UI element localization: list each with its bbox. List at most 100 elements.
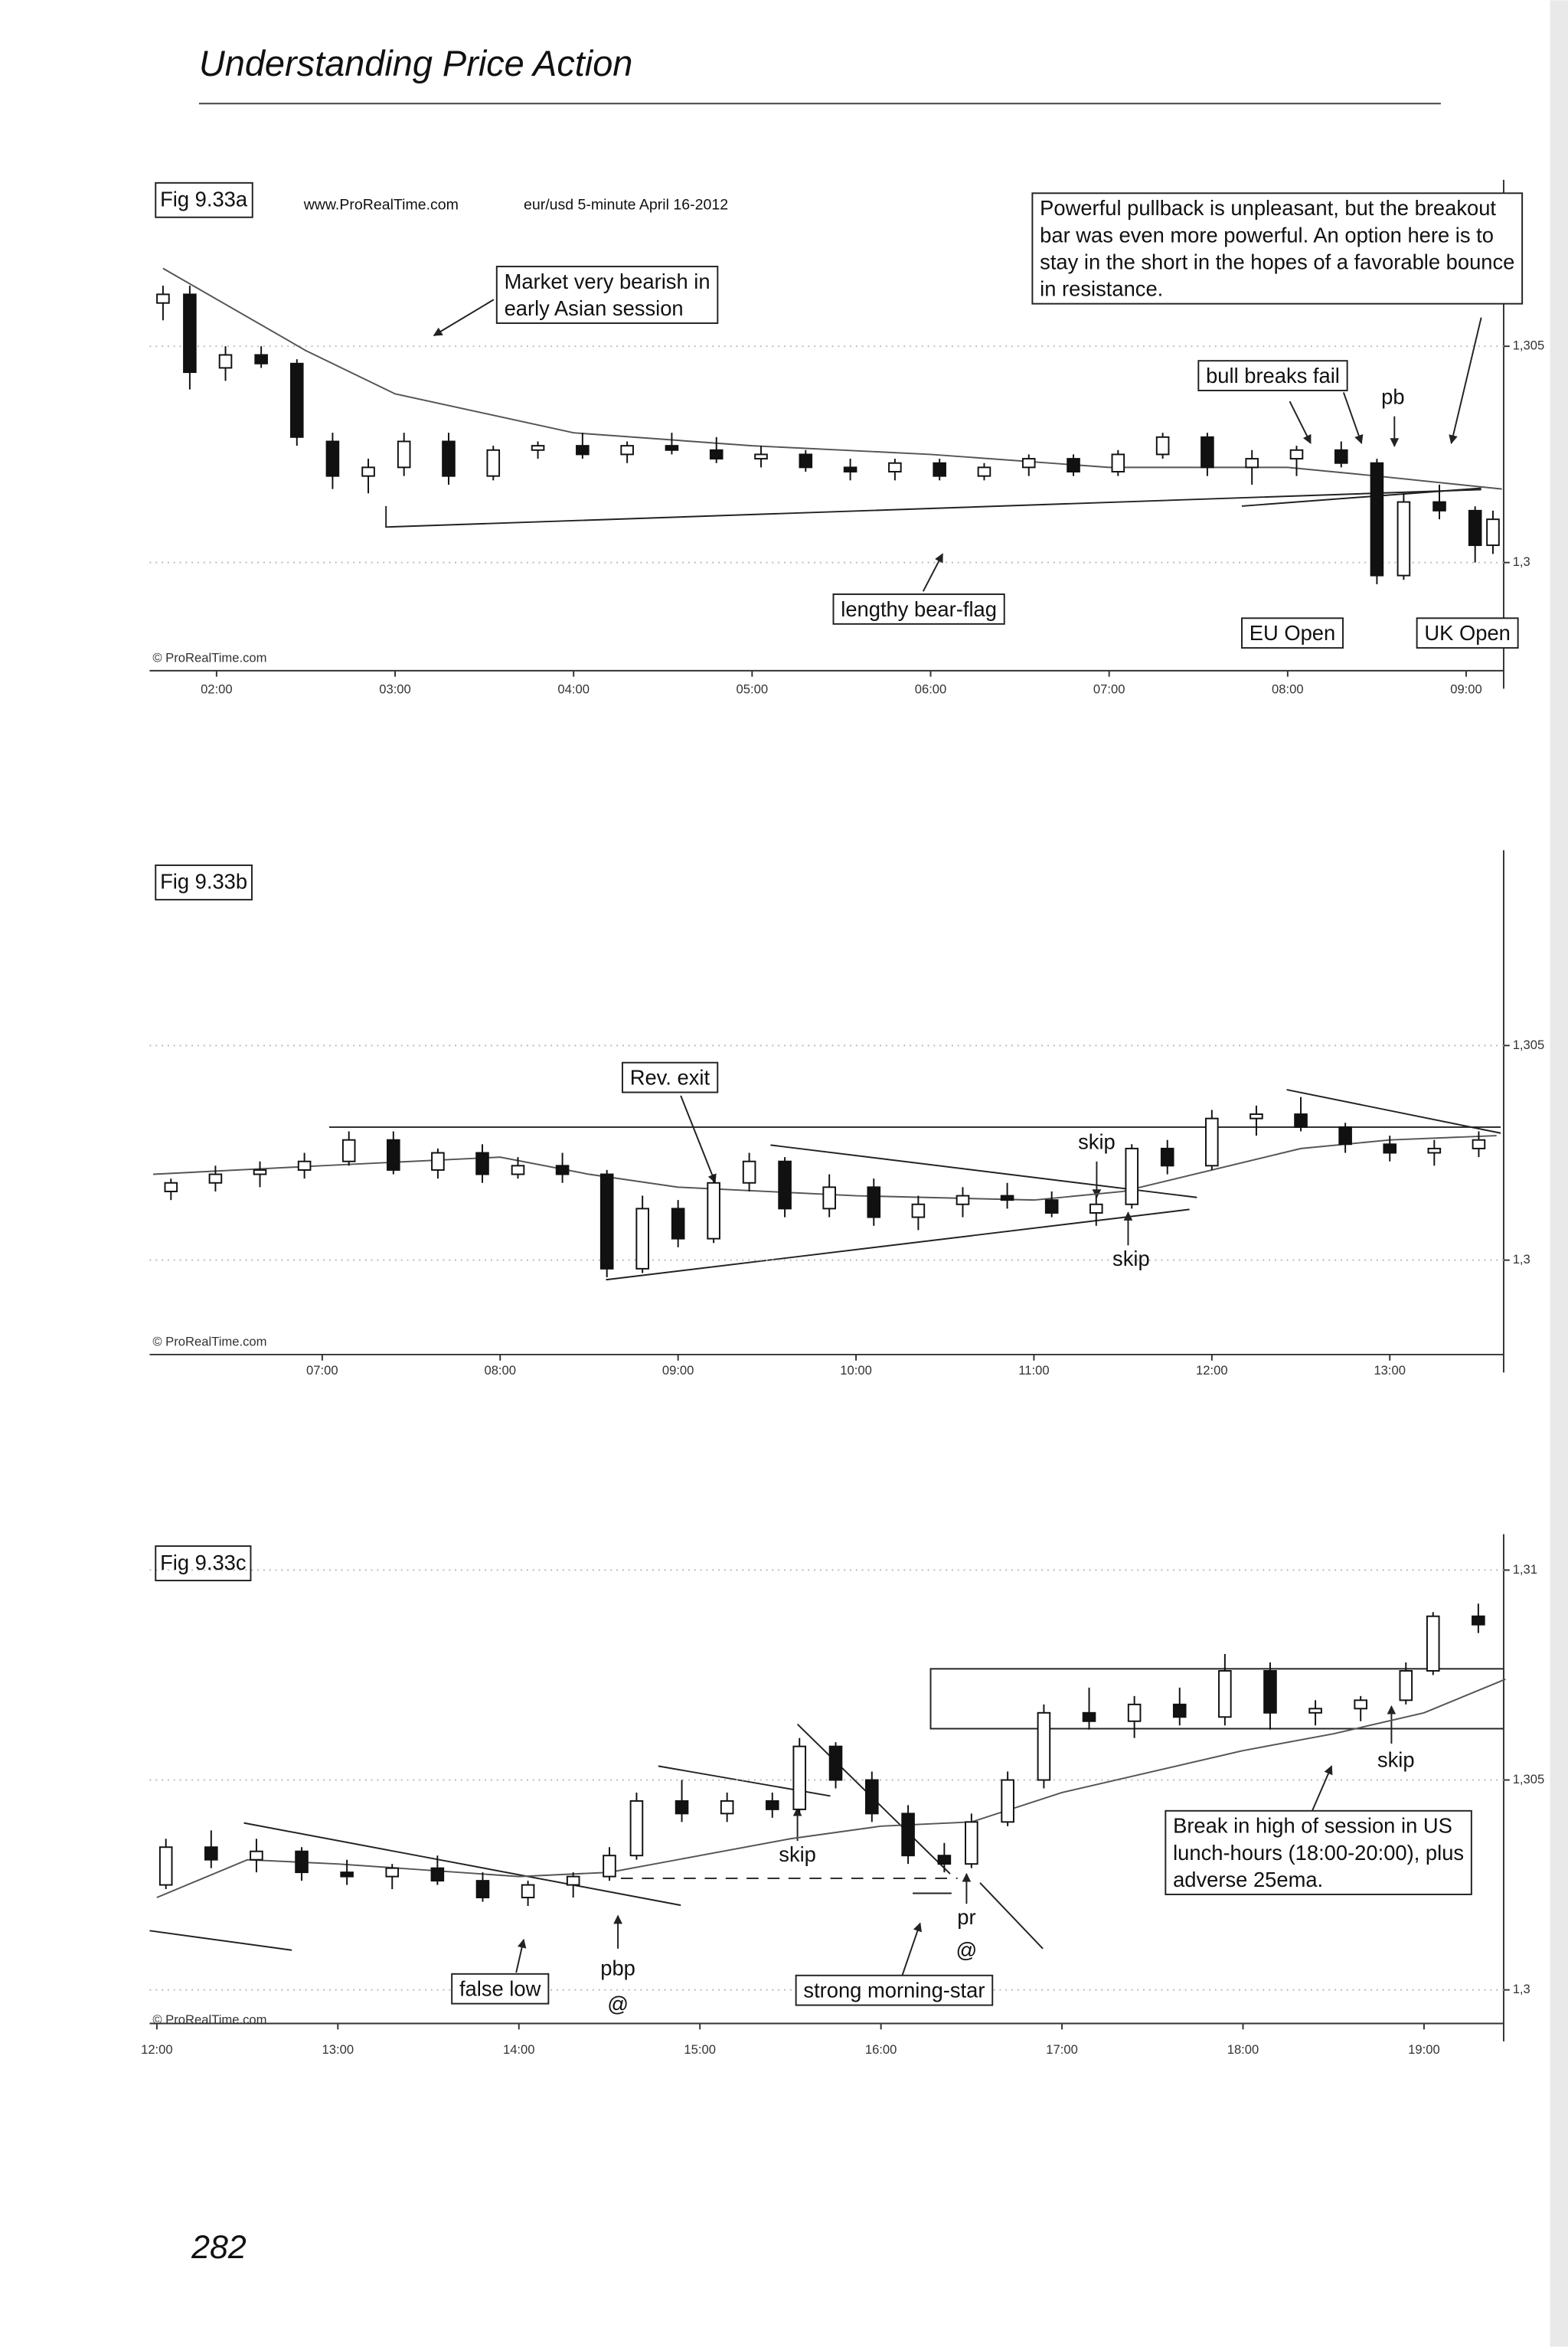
candle-body xyxy=(1067,458,1080,472)
candle-body xyxy=(867,1186,881,1218)
watermark: © ProRealTime.com xyxy=(152,1335,266,1349)
x-tick-label: 10:00 xyxy=(840,1363,872,1378)
candle-body xyxy=(965,1821,978,1865)
candle-body xyxy=(709,449,724,460)
y-tick-label: 1,305 xyxy=(1513,338,1545,353)
candle-body xyxy=(1172,1703,1187,1718)
trend-line xyxy=(243,1822,681,1907)
x-tick-label: 17:00 xyxy=(1046,2042,1078,2057)
candle-body xyxy=(566,1875,580,1886)
candle-body xyxy=(341,1139,356,1162)
running-title: Understanding Price Action xyxy=(199,44,632,83)
candle-body xyxy=(250,1850,263,1861)
candle-body xyxy=(933,462,946,477)
arrow xyxy=(1449,317,1482,444)
annotation-box xyxy=(795,1974,994,2006)
candle-body xyxy=(1200,436,1214,469)
figure-label: Fig 9.33c xyxy=(160,1551,246,1574)
arrow xyxy=(1342,392,1364,444)
annotation-text: lunch-hours (18:00-20:00), plus xyxy=(1173,1841,1464,1865)
arrow xyxy=(1311,1765,1333,1812)
annotation-text: EU Open xyxy=(1250,621,1335,645)
candle-body xyxy=(1001,1779,1014,1823)
candle-body xyxy=(665,445,679,451)
candle-body xyxy=(218,354,233,369)
x-tick-label: 08:00 xyxy=(1272,682,1304,697)
candle-body xyxy=(156,293,170,304)
x-tick-label: 12:00 xyxy=(1196,1363,1228,1378)
symbol: eur/usd 5-minute April 16-2012 xyxy=(524,196,728,213)
y-tick-label: 1,3 xyxy=(1513,1982,1530,1996)
x-tick-label: 02:00 xyxy=(201,682,233,697)
candle-body xyxy=(1472,1615,1485,1626)
annotation-box xyxy=(1241,617,1344,649)
annotation-text: false low xyxy=(459,1977,541,2001)
candle-body xyxy=(1426,1615,1440,1672)
arrow xyxy=(922,553,944,592)
y-tick-label: 1,3 xyxy=(1513,1252,1530,1267)
annotation-text: skip xyxy=(1078,1130,1116,1154)
candle-body xyxy=(865,1779,879,1815)
arrow xyxy=(433,299,495,336)
candle-body xyxy=(385,1867,400,1878)
candle-body xyxy=(475,1880,490,1898)
x-tick-label: 14:00 xyxy=(503,2042,535,2057)
candle-body xyxy=(475,1152,489,1175)
candle-body xyxy=(956,1195,970,1205)
x-tick-label: 03:00 xyxy=(379,682,411,697)
watermark: © ProRealTime.com xyxy=(152,651,266,665)
candle-body xyxy=(521,1884,535,1898)
candle-body xyxy=(843,466,858,472)
x-tick-label: 11:00 xyxy=(1018,1363,1049,1378)
candle-body xyxy=(555,1165,570,1175)
x-tick-label: 13:00 xyxy=(1374,1363,1406,1378)
y-tick-label: 1,3 xyxy=(1513,554,1530,569)
annotation-text: @ xyxy=(956,1938,978,1962)
ema-line xyxy=(162,267,1502,490)
trend-line xyxy=(1286,1089,1501,1134)
candle-body xyxy=(765,1799,779,1810)
annotation-box xyxy=(495,266,719,325)
figure-label-box xyxy=(155,1545,252,1582)
candle-body xyxy=(158,1846,173,1886)
annotation-text: stay in the short in the hopes of a favo… xyxy=(1040,250,1514,274)
candle-body xyxy=(1396,501,1411,577)
candle-body xyxy=(707,1182,720,1240)
annotation-text: @ xyxy=(607,1992,629,2015)
candle-body xyxy=(937,1855,952,1865)
figure-label: Fig 9.33b xyxy=(160,870,247,894)
annotation-text: skip xyxy=(1377,1748,1415,1772)
annotation-text: Powerful pullback is unpleasant, but the… xyxy=(1040,196,1496,220)
candle-body xyxy=(742,1160,756,1184)
y-tick-label: 1,305 xyxy=(1513,1038,1545,1052)
annotation-text: early Asian session xyxy=(505,296,684,320)
annotation-text: adverse 25ema. xyxy=(1173,1868,1323,1891)
x-tick-label: 15:00 xyxy=(684,2042,716,2057)
candle-body xyxy=(397,440,411,469)
candle-body xyxy=(1486,518,1500,547)
candle-body xyxy=(430,1867,445,1882)
candle-body xyxy=(204,1846,218,1861)
arrow xyxy=(1289,400,1312,444)
candle-body xyxy=(1125,1147,1139,1205)
annotation-text: pb xyxy=(1381,384,1404,408)
candle-body xyxy=(1155,436,1170,456)
candle-body xyxy=(1383,1143,1397,1154)
candle-body xyxy=(1250,1113,1263,1120)
x-tick-label: 13:00 xyxy=(322,2042,354,2057)
candle-body xyxy=(1160,1147,1174,1167)
trend-line xyxy=(385,489,1481,528)
annotation-text: pr xyxy=(957,1905,975,1929)
candle-body xyxy=(1127,1703,1142,1722)
candle-body xyxy=(208,1173,223,1184)
candle-body xyxy=(361,466,375,477)
candle-body xyxy=(635,1208,649,1270)
candle-body xyxy=(977,466,991,477)
x-tick-label: 12:00 xyxy=(141,2042,173,2057)
source: www.ProRealTime.com xyxy=(303,196,459,213)
candle-body xyxy=(671,1208,685,1240)
annotation-text: strong morning-star xyxy=(803,1979,985,2002)
candle-body xyxy=(531,445,545,451)
candle-body xyxy=(253,1169,267,1175)
annotation-box xyxy=(1165,1809,1472,1895)
